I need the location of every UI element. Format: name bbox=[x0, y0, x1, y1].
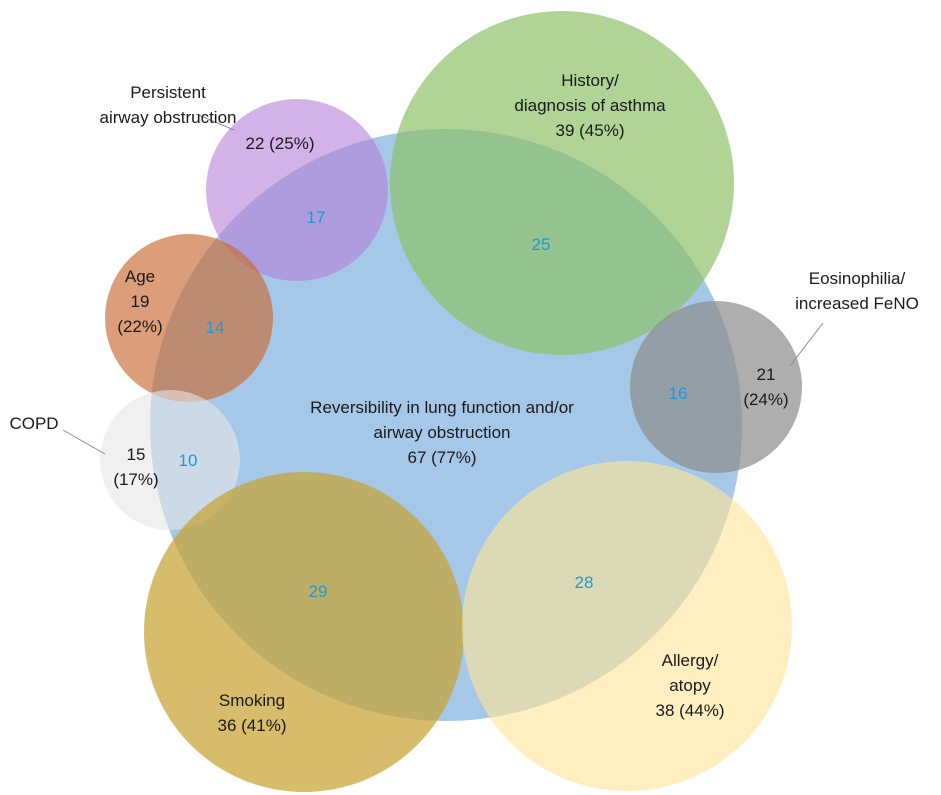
persistent-label-line2: airway obstruction bbox=[99, 108, 236, 127]
copd-value-count: 15 bbox=[127, 445, 146, 464]
circle-eosinophilia bbox=[630, 301, 802, 473]
allergy-label-line2: atopy bbox=[669, 676, 711, 695]
copd-overlap-number: 10 bbox=[179, 451, 198, 470]
history-value: 39 (45%) bbox=[556, 121, 625, 140]
smoking-label: Smoking bbox=[219, 691, 285, 710]
eosinophilia-label-line2: increased FeNO bbox=[795, 294, 919, 313]
age-label: Age bbox=[125, 267, 155, 286]
eosinophilia-value-count: 21 bbox=[757, 365, 776, 384]
circle-age bbox=[105, 234, 273, 402]
circle-persistent-airway-obstruction bbox=[206, 99, 388, 281]
allergy-label-line1: Allergy/ bbox=[662, 651, 719, 670]
copd-label: COPD bbox=[9, 414, 58, 433]
allergy-overlap-number: 28 bbox=[575, 573, 594, 592]
smoking-overlap-number: 29 bbox=[309, 582, 328, 601]
center-label-line2: airway obstruction bbox=[373, 423, 510, 442]
history-overlap-number: 25 bbox=[532, 235, 551, 254]
allergy-value: 38 (44%) bbox=[656, 701, 725, 720]
eosinophilia-label-line1: Eosinophilia/ bbox=[809, 269, 906, 288]
circle-copd bbox=[100, 390, 240, 530]
age-value-count: 19 bbox=[131, 292, 150, 311]
history-label-line1: History/ bbox=[561, 71, 619, 90]
persistent-label-line1: Persistent bbox=[130, 83, 206, 102]
eosinophilia-overlap-number: 16 bbox=[669, 384, 688, 403]
smoking-value: 36 (41%) bbox=[218, 716, 287, 735]
eosinophilia-value-percent: (24%) bbox=[743, 390, 788, 409]
leader-line-copd bbox=[62, 429, 106, 455]
age-overlap-number: 14 bbox=[206, 318, 225, 337]
leader-line-eosinophilia bbox=[789, 322, 824, 367]
persistent-value: 22 (25%) bbox=[246, 134, 315, 153]
persistent-overlap-number: 17 bbox=[307, 208, 326, 227]
circle-allergy bbox=[462, 461, 792, 791]
age-value-percent: (22%) bbox=[117, 317, 162, 336]
history-label-line2: diagnosis of asthma bbox=[514, 96, 666, 115]
leader-line-persistent bbox=[195, 113, 235, 131]
copd-value-percent: (17%) bbox=[113, 470, 158, 489]
center-label-line1: Reversibility in lung function and/or bbox=[310, 398, 574, 417]
circle-history-asthma bbox=[390, 11, 734, 355]
circle-smoking bbox=[144, 472, 464, 792]
center-label-value: 67 (77%) bbox=[408, 448, 477, 467]
